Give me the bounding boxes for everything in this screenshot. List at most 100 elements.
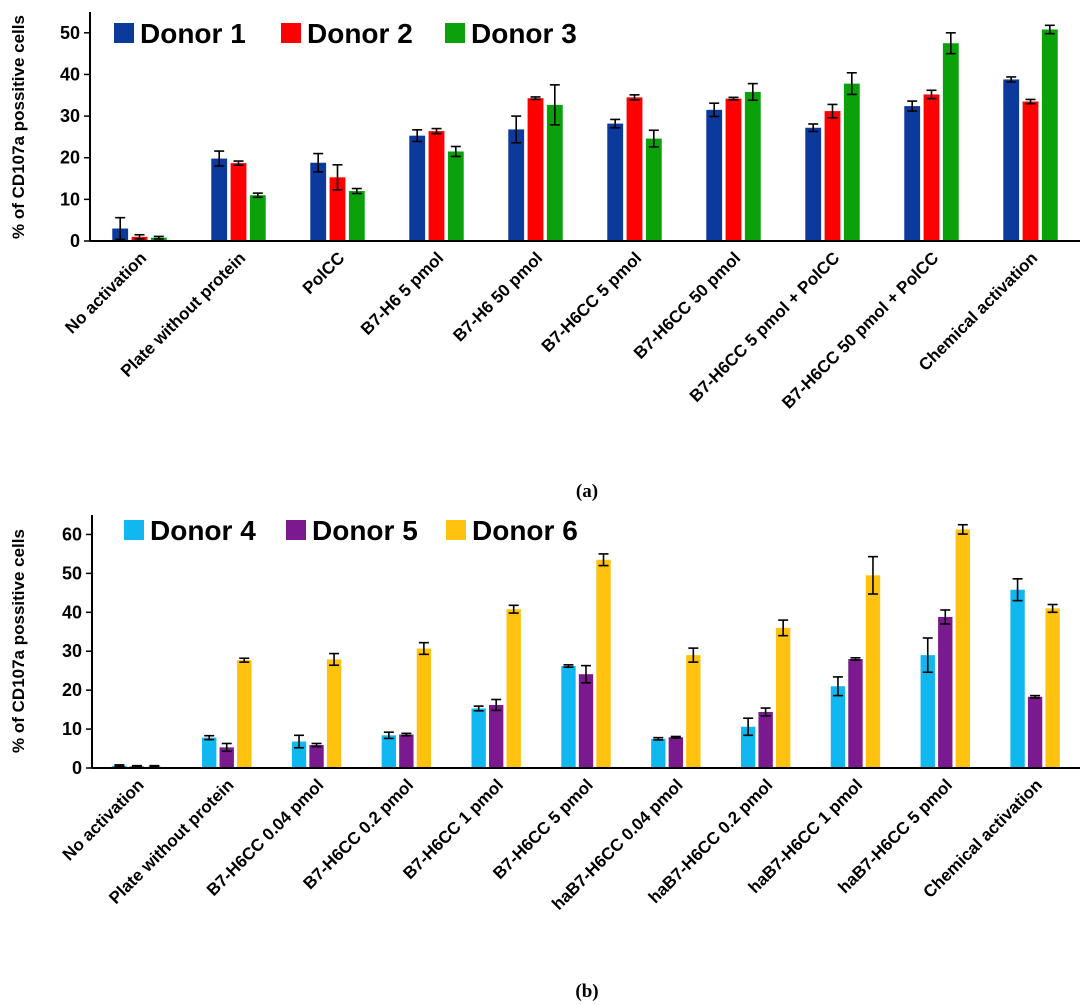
bar xyxy=(865,575,881,768)
bar xyxy=(416,648,432,768)
chart-a: % of CD107a possitive cells 0 10 20 30 40 50 No… xyxy=(9,12,1080,412)
bar xyxy=(744,91,761,241)
bar xyxy=(668,737,684,768)
bar xyxy=(596,559,611,768)
bar xyxy=(202,737,217,768)
error-bar xyxy=(153,235,164,240)
legend-label: Donor 2 xyxy=(307,18,413,49)
bar xyxy=(409,135,426,241)
error-bar xyxy=(598,553,609,567)
error-bar xyxy=(743,717,754,737)
error-bar xyxy=(867,555,878,595)
x-tick-label: B7-H6CC 5 pmol xyxy=(538,248,646,356)
x-tick-label: No activation xyxy=(61,248,150,337)
legend-swatch xyxy=(286,520,306,540)
bar xyxy=(219,747,234,768)
error-bar xyxy=(311,742,322,748)
bar xyxy=(310,162,327,241)
error-bar xyxy=(332,164,343,191)
error-bar xyxy=(945,32,956,55)
y-tick-label: 20 xyxy=(62,680,82,700)
y-tick-label: 10 xyxy=(62,719,82,739)
y-tick-label: 10 xyxy=(60,189,80,209)
legend-label: Donor 1 xyxy=(140,18,246,49)
bar xyxy=(626,97,643,241)
bar xyxy=(955,529,970,768)
y-tick-label: 40 xyxy=(60,64,80,84)
bar xyxy=(348,191,365,241)
bar xyxy=(399,734,414,768)
legend-label: Donor 6 xyxy=(472,515,578,546)
error-bar xyxy=(1047,603,1058,614)
legend-swatch xyxy=(114,23,134,43)
error-bar xyxy=(214,150,225,167)
error-bar xyxy=(221,742,232,753)
error-bar xyxy=(728,96,739,101)
error-bar xyxy=(431,127,442,135)
error-bar xyxy=(760,707,771,717)
bar xyxy=(725,98,742,241)
bar xyxy=(848,659,863,768)
bar xyxy=(686,655,701,768)
bar xyxy=(843,83,860,241)
error-bar xyxy=(239,657,250,663)
legend-item: Donor 4 xyxy=(124,515,256,546)
y-tick-label: 20 xyxy=(60,148,80,168)
error-bar xyxy=(450,145,461,158)
error-bar xyxy=(827,103,838,119)
bar xyxy=(920,655,935,768)
error-bar xyxy=(134,233,145,240)
bar xyxy=(1010,589,1025,768)
bar xyxy=(923,94,940,241)
error-bar xyxy=(204,734,215,741)
legend-swatch xyxy=(446,520,466,540)
bar xyxy=(1041,29,1058,241)
bar xyxy=(211,158,228,241)
error-bar xyxy=(233,160,244,167)
bar xyxy=(230,163,247,241)
error-bar xyxy=(1044,24,1055,35)
bar xyxy=(578,674,594,768)
error-bar xyxy=(1025,98,1036,105)
legend-label: Donor 3 xyxy=(471,18,577,49)
bar xyxy=(488,704,504,768)
y-tick-label: 60 xyxy=(62,524,82,544)
bar xyxy=(237,660,252,768)
bar xyxy=(904,106,921,242)
error-bar xyxy=(670,735,681,739)
legend-label: Donor 4 xyxy=(150,515,256,546)
error-bar xyxy=(114,764,125,768)
error-bar xyxy=(926,89,937,100)
legend-item: Donor 5 xyxy=(286,515,418,546)
error-bar xyxy=(491,698,502,712)
bar xyxy=(645,138,662,241)
bar xyxy=(471,708,486,768)
bar xyxy=(607,123,624,241)
error-bar xyxy=(688,647,699,663)
x-tick-label: B7-H6 50 pmol xyxy=(449,248,546,345)
error-bar xyxy=(131,764,142,769)
bar xyxy=(1045,608,1060,768)
error-bar xyxy=(412,129,423,143)
y-tick-label: 50 xyxy=(60,23,80,43)
error-bar xyxy=(940,609,951,625)
y-tick-label: 30 xyxy=(60,106,80,126)
error-bar xyxy=(653,736,664,741)
bar xyxy=(938,616,953,768)
bar xyxy=(775,627,791,768)
bar xyxy=(381,735,397,768)
error-bar xyxy=(401,732,412,737)
bar xyxy=(758,711,773,768)
error-bar xyxy=(294,734,305,749)
error-bar xyxy=(383,731,394,740)
error-bar xyxy=(563,664,574,668)
error-bar xyxy=(832,676,843,697)
error-bar xyxy=(351,187,362,195)
legend-swatch xyxy=(445,23,465,43)
bar xyxy=(309,745,324,768)
y-tick-label: 50 xyxy=(62,563,82,583)
error-bar xyxy=(922,637,933,674)
legend-item: Donor 1 xyxy=(114,18,246,49)
error-bar xyxy=(511,115,522,144)
